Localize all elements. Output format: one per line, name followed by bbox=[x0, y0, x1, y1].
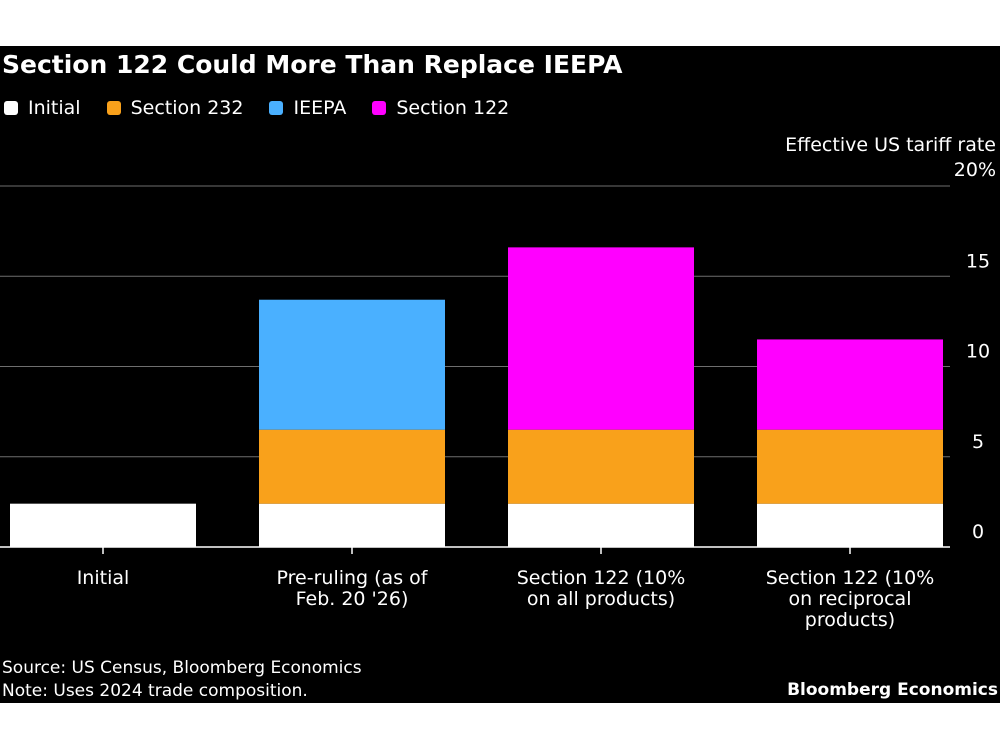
legend-swatch-initial bbox=[4, 101, 18, 115]
bar-section-232-2 bbox=[508, 429, 694, 504]
x-tick-label-3-line-2: products) bbox=[805, 609, 895, 631]
legend-swatch-ieepa bbox=[269, 101, 284, 115]
x-tick-label-3-line-1: on reciprocal bbox=[789, 588, 912, 610]
brand-label: Bloomberg Economics bbox=[787, 680, 998, 700]
y-tick-label-15: 15 bbox=[966, 250, 990, 272]
y-tick-label-20: 20% bbox=[954, 159, 996, 181]
x-tick-label-2-line-1: on all products) bbox=[527, 588, 675, 610]
legend: Initial Section 232 IEEPA Section 122 bbox=[4, 97, 535, 119]
x-tick-label-1-line-1: Feb. 20 '26) bbox=[296, 588, 409, 610]
legend-swatch-section-232 bbox=[106, 101, 121, 115]
note-text: Note: Uses 2024 trade composition. bbox=[2, 681, 308, 701]
bar-section-232-1 bbox=[259, 429, 445, 504]
bar-section-232-3 bbox=[757, 429, 943, 504]
legend-swatch-section-122 bbox=[372, 101, 387, 115]
legend-item-initial: Initial bbox=[4, 97, 81, 119]
y-tick-label-0: 0 bbox=[972, 521, 984, 543]
bar-initial-3 bbox=[757, 503, 943, 547]
legend-label-section-122: Section 122 bbox=[396, 97, 510, 119]
bar-section-122-2 bbox=[508, 247, 694, 430]
source-text: Source: US Census, Bloomberg Economics bbox=[2, 658, 362, 678]
bar-section-122-3 bbox=[757, 339, 943, 430]
chart-title: Section 122 Could More Than Replace IEEP… bbox=[2, 50, 623, 79]
source-note: Source: US Census, Bloomberg Economics N… bbox=[2, 657, 362, 703]
legend-label-ieepa: IEEPA bbox=[293, 97, 347, 119]
y-axis-title: Effective US tariff rate bbox=[785, 134, 996, 156]
legend-item-section-232: Section 232 bbox=[106, 97, 244, 119]
bar-initial-0 bbox=[10, 503, 196, 547]
y-tick-label-5: 5 bbox=[972, 431, 984, 453]
x-tick-label-1-line-0: Pre-ruling (as of bbox=[277, 567, 429, 589]
x-tick-label-0-line-0: Initial bbox=[77, 567, 130, 589]
legend-item-section-122: Section 122 bbox=[372, 97, 509, 119]
y-tick-label-10: 10 bbox=[966, 341, 990, 363]
x-tick-label-2-line-0: Section 122 (10% bbox=[517, 567, 686, 589]
bar-ieepa-1 bbox=[259, 299, 445, 430]
bar-initial-1 bbox=[259, 503, 445, 547]
bar-initial-2 bbox=[508, 503, 694, 547]
legend-label-section-232: Section 232 bbox=[130, 97, 244, 119]
legend-item-ieepa: IEEPA bbox=[269, 97, 346, 119]
x-tick-label-3-line-0: Section 122 (10% bbox=[766, 567, 935, 589]
legend-label-initial: Initial bbox=[28, 97, 81, 119]
